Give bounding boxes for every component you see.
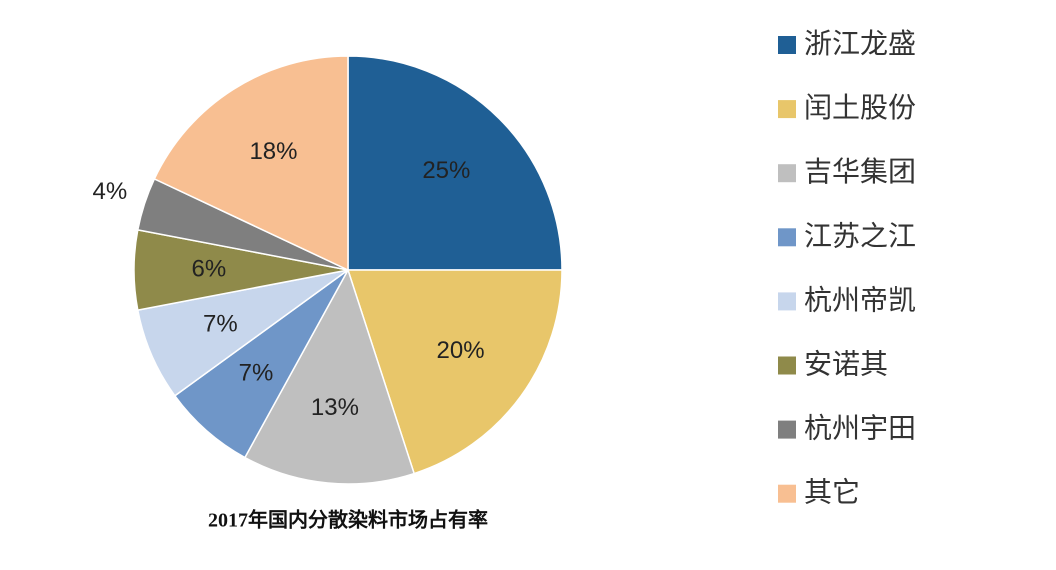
legend-swatch [778, 228, 796, 247]
data-label: 7% [239, 360, 274, 387]
pie-slice [346, 269, 563, 475]
legend-label: 浙江龙盛 [804, 27, 916, 60]
legend-swatch [778, 292, 796, 311]
data-label: 18% [249, 138, 297, 165]
legend-swatch [778, 356, 796, 375]
pie-slice [347, 55, 563, 271]
legend-swatch [778, 420, 796, 439]
legend-label: 杭州帝凯 [804, 283, 916, 316]
data-label: 6% [192, 255, 227, 282]
pie-slice [243, 268, 416, 485]
legend-swatch [778, 484, 796, 503]
data-label: 20% [437, 337, 485, 364]
pie-slice [153, 55, 349, 272]
chart-title: 2017年国内分散染料市场占有率 [208, 508, 488, 532]
data-label: 7% [203, 311, 238, 338]
legend-label: 江苏之江 [804, 219, 916, 252]
legend-swatch [778, 100, 796, 119]
legend-label: 其它 [804, 476, 860, 509]
legend-label: 杭州宇田 [804, 412, 916, 445]
legend-swatch [778, 36, 796, 54]
legend-label: 闰土股份 [804, 91, 916, 124]
legend-label: 安诺其 [804, 348, 888, 381]
data-label: 4% [93, 178, 128, 205]
data-label: 25% [422, 157, 470, 184]
data-label: 13% [311, 394, 359, 421]
legend-swatch [778, 164, 796, 183]
legend-label: 吉华集团 [804, 155, 916, 188]
